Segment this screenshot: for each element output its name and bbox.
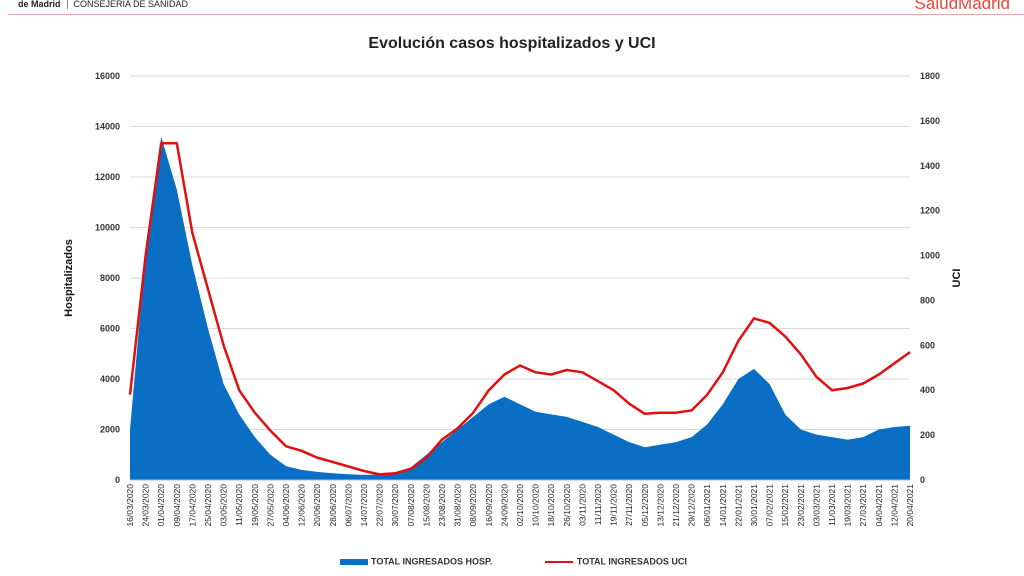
x-tick-label: 22/07/2020 [375,484,385,527]
y-tick-label: 6000 [100,324,120,334]
chart-title: Evolución casos hospitalizados y UCI [368,35,656,52]
x-tick-label: 04/04/2021 [874,484,884,527]
legend: TOTAL INGRESADOS HOSP. TOTAL INGRESADOS … [340,556,687,567]
x-tick-label: 10/10/2020 [531,484,541,527]
x-tick-label: 16/03/2020 [125,484,135,527]
x-tick-label: 27/03/2021 [858,484,868,527]
hosp-area [130,136,910,480]
x-tick-label: 21/12/2020 [671,484,681,527]
x-tick-label: 07/02/2021 [765,484,775,527]
x-tick-label: 30/01/2021 [749,484,759,527]
x-tick-label: 27/11/2020 [624,484,634,526]
header-rule [8,14,1024,15]
y2-tick-label: 1400 [920,161,940,171]
x-tick-label: 06/01/2021 [702,484,712,527]
x-tick-label: 11/11/2020 [593,484,603,526]
y-tick-label: 14000 [95,122,120,132]
y2-axis-label: UCI [951,269,963,288]
y2-tick-label: 400 [920,385,935,395]
y2-tick-label: 800 [920,295,935,305]
x-tick-label: 19/11/2020 [609,484,619,526]
x-tick-label: 03/05/2020 [219,484,229,527]
x-tick-label: 11/05/2020 [234,484,244,526]
x-tick-label: 18/10/2020 [546,484,556,527]
x-tick-label: 29/12/2020 [687,484,697,527]
x-tick-label: 15/02/2021 [780,484,790,527]
x-tick-label: 15/08/2020 [421,484,431,527]
x-tick-label: 22/01/2021 [733,484,743,527]
x-tick-label: 24/03/2020 [141,484,151,527]
y2-tick-label: 200 [920,430,935,440]
x-tick-label: 26/10/2020 [562,484,572,527]
x-tick-label: 12/06/2020 [297,484,307,527]
y2-tick-label: 1800 [920,71,940,81]
x-tick-label: 23/02/2021 [796,484,806,527]
x-tick-label: 09/04/2020 [172,484,182,527]
x-tick-label: 02/10/2020 [515,484,525,527]
x-tick-label: 14/01/2021 [718,484,728,527]
y-tick-label: 2000 [100,425,120,435]
x-tick-label: 27/05/2020 [265,484,275,527]
x-tick-label: 25/04/2020 [203,484,213,527]
x-tick-label: 07/08/2020 [406,484,416,527]
department-name: CONSEJERÍA DE SANIDAD [73,0,189,9]
y-tick-label: 8000 [100,273,120,283]
y-axis-label: Hospitalizados [63,239,75,317]
x-tick-label: 13/12/2020 [655,484,665,527]
x-tick-label: 19/05/2020 [250,484,260,527]
x-tick-label: 20/06/2020 [312,484,322,527]
x-tick-label: 06/07/2020 [343,484,353,527]
x-tick-label: 24/09/2020 [499,484,509,527]
y2-tick-label: 1600 [920,116,940,126]
header-org: de Madrid CONSEJERÍA DE SANIDAD [18,0,189,10]
x-tick-label: 20/04/2021 [905,484,915,527]
y-tick-label: 4000 [100,374,120,384]
x-tick-label: 14/07/2020 [359,484,369,527]
x-tick-label: 30/07/2020 [390,484,400,527]
y2-tick-label: 1200 [920,206,940,216]
x-tick-label: 12/04/2021 [889,484,899,527]
y-tick-label: 16000 [95,71,120,81]
legend-swatch-hosp [340,558,368,565]
x-tick-label: 03/11/2020 [577,484,587,526]
x-tick-label: 05/12/2020 [640,484,650,527]
header-divider [66,0,68,10]
org-name: de Madrid [18,0,61,9]
x-tick-label: 03/03/2021 [811,484,821,527]
page-header: de Madrid CONSEJERÍA DE SANIDAD SaludMadr… [0,0,1024,15]
legend-swatch-uci [544,560,573,563]
x-tick-label: 01/04/2020 [156,484,166,527]
x-tick-label: 16/09/2020 [484,484,494,527]
y2-tick-label: 0 [920,475,925,485]
y-tick-label: 12000 [95,172,120,182]
x-tick-label: 11/03/2021 [827,484,837,526]
x-tick-label: 04/06/2020 [281,484,291,527]
y-tick-label: 0 [115,475,120,485]
y-tick-label: 10000 [95,223,120,233]
legend-label-hosp: TOTAL INGRESADOS HOSP. [371,556,493,567]
x-tick-label: 31/08/2020 [453,484,463,527]
x-tick-label: 08/09/2020 [468,484,478,527]
x-tick-label: 23/08/2020 [437,484,447,527]
x-tick-label: 28/06/2020 [328,484,338,527]
saludmadrid-logo: SaludMadrid [914,0,1010,13]
legend-label-uci: TOTAL INGRESADOS UCI [576,556,687,567]
y2-tick-label: 1000 [920,251,940,261]
x-tick-label: 17/04/2020 [187,484,197,527]
y2-tick-label: 600 [920,340,935,350]
x-tick-label: 19/03/2021 [843,484,853,527]
